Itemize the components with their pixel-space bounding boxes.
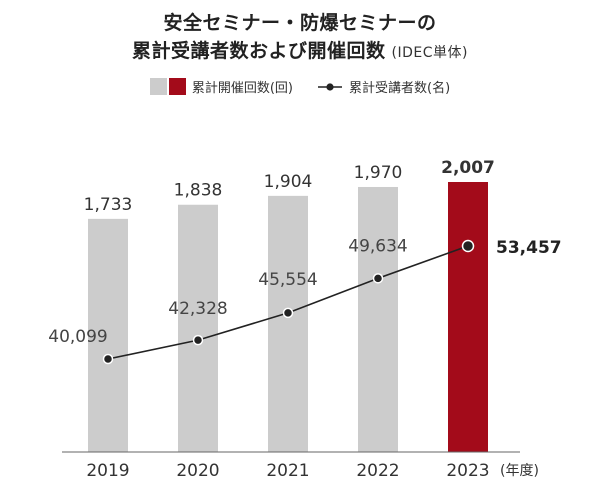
legend-bar-swatch-red: [168, 78, 186, 95]
chart-title-line1: 安全セミナー・防爆セミナーの: [163, 12, 437, 34]
legend-line-label: 累計受講者数(名): [349, 81, 451, 96]
chart-title-main: 累計受講者数および開催回数: [132, 40, 386, 62]
chart-legend: 累計開催回数(回) 累計受講者数(名): [0, 77, 600, 96]
x-tick-label-2020: 2020: [176, 461, 219, 481]
line-label-2023: 53,457: [496, 238, 562, 258]
legend-line-marker-icon: [318, 82, 342, 91]
line-label-2022: 49,634: [348, 236, 407, 256]
chart-title-line2: 累計受講者数および開催回数 (IDEC単体): [0, 36, 600, 63]
x-tick-label-2022: 2022: [356, 461, 399, 481]
bar-2022: [358, 186, 398, 452]
legend-bar-label: 累計開催回数(回): [191, 81, 293, 96]
legend-bar-swatch-gray: [149, 78, 167, 95]
x-tick-label-2023: 2023: [446, 461, 489, 481]
line-point-2021: [282, 307, 294, 319]
line-label-2021: 45,554: [258, 270, 317, 290]
bar-label-2021: 1,904: [264, 172, 313, 192]
line-point-2019: [102, 353, 114, 365]
line-label-2019: 40,099: [48, 327, 107, 347]
bar-label-2019: 1,733: [84, 195, 133, 215]
x-axis-unit-label: (年度): [500, 463, 539, 479]
x-tick-label-2019: 2019: [86, 461, 129, 481]
line-point-2020: [192, 334, 204, 346]
x-tick-label-2021: 2021: [266, 461, 309, 481]
line-label-2020: 42,328: [168, 299, 227, 319]
bar-label-2020: 1,838: [174, 181, 223, 201]
bar-label-2022: 1,970: [354, 163, 403, 183]
bar-2023: [448, 182, 488, 452]
chart-title-note: (IDEC単体): [391, 45, 468, 61]
bar-2021: [268, 195, 308, 452]
bar-2020: [178, 204, 218, 452]
line-point-2022: [372, 273, 384, 284]
legend-line-dot: [326, 82, 334, 91]
line-point-2023: [461, 239, 475, 253]
bar-2019: [88, 218, 128, 452]
bar-label-2023: 2,007: [441, 158, 495, 178]
